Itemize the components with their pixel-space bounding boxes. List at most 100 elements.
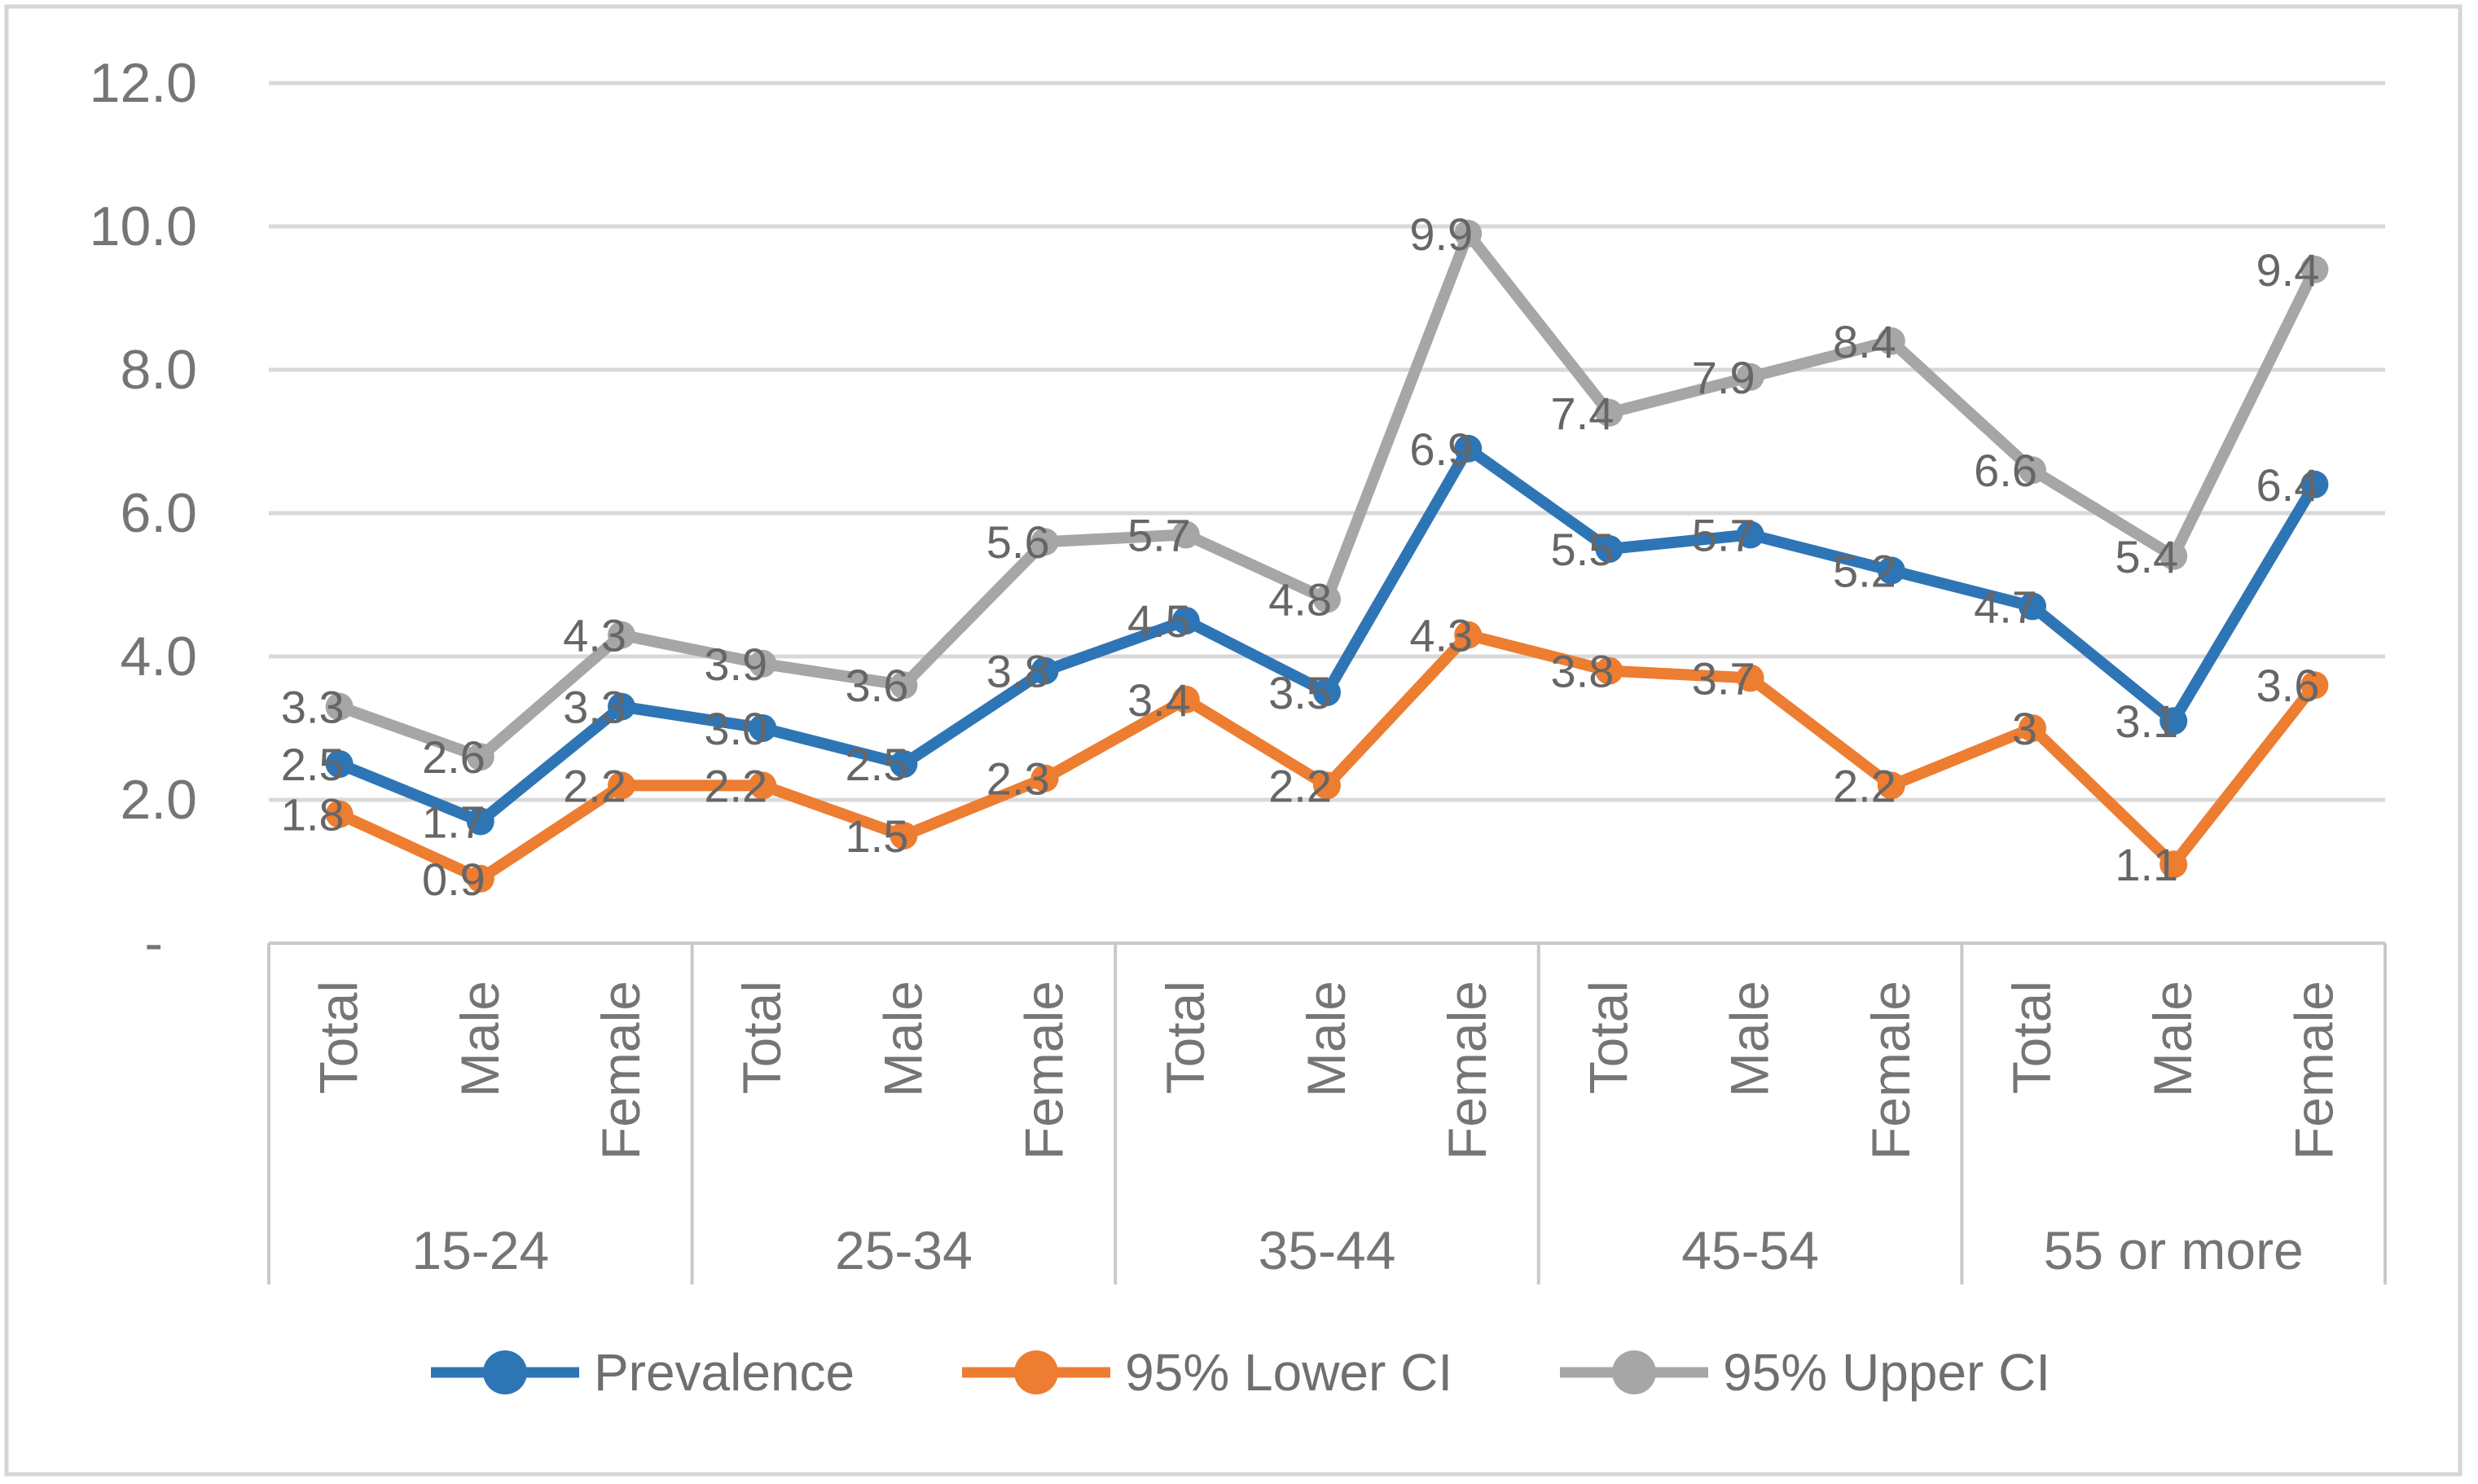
x-axis-category-label: Total — [732, 981, 792, 1094]
x-axis-category-label: Female — [1861, 981, 1921, 1160]
data-point-label: 7.9 — [1692, 352, 1755, 403]
data-point-label: 5.7 — [1127, 509, 1191, 560]
x-axis-group-label: 55 or more — [2044, 1220, 2304, 1280]
data-point-marker — [1171, 607, 1200, 634]
data-point-marker — [1595, 398, 1623, 427]
x-axis-category-label: Female — [1437, 981, 1497, 1160]
data-point-marker — [1313, 771, 1341, 800]
data-point-label: 1.5 — [846, 810, 909, 862]
data-point-label: 4.3 — [563, 610, 626, 661]
y-axis-tick-label: - — [144, 912, 163, 974]
data-point-label: 3.0 — [704, 703, 767, 754]
data-point-marker — [749, 649, 777, 678]
data-point-label: 9.9 — [1409, 209, 1473, 260]
data-point-label: 4.5 — [1127, 595, 1191, 647]
legend-label: 95% Upper CI — [1723, 1343, 2051, 1402]
x-axis-category-label: Female — [1014, 981, 1074, 1160]
x-axis-category-label: Male — [450, 981, 510, 1097]
data-point-marker — [1171, 520, 1200, 549]
data-point-label: 2.2 — [704, 760, 767, 811]
data-point-marker — [466, 807, 494, 836]
x-axis-category-label: Total — [1155, 981, 1215, 1094]
data-point-label: 0.9 — [422, 854, 485, 905]
data-point-marker — [1736, 362, 1764, 391]
y-axis-tick-label: 4.0 — [120, 626, 197, 687]
data-point-marker — [1877, 327, 1905, 355]
data-point-marker — [1736, 664, 1764, 692]
x-axis-category-label: Male — [872, 981, 933, 1097]
data-point-marker — [2159, 542, 2188, 570]
y-axis-tick-label: 12.0 — [90, 52, 197, 114]
legend-item-prevalence: Prevalence — [428, 1342, 855, 1403]
data-point-marker — [2159, 707, 2188, 735]
data-point-label: 3.1 — [2115, 696, 2178, 747]
data-point-marker — [890, 822, 918, 850]
data-point-label: 2.2 — [1833, 760, 1896, 811]
data-point-label: 4.7 — [1974, 581, 2037, 632]
data-point-marker — [1454, 621, 1483, 649]
data-point-marker — [2019, 714, 2046, 742]
x-axis-category-label: Male — [1296, 981, 1356, 1097]
data-point-label: 3.8 — [986, 646, 1050, 697]
y-axis-tick-label: 10.0 — [90, 195, 197, 257]
data-point-marker — [1877, 556, 1905, 585]
data-point-label: 3 — [2012, 703, 2037, 754]
data-point-marker — [466, 743, 494, 771]
legend-item-95-lower-ci: 95% Lower CI — [959, 1342, 1452, 1403]
data-point-label: 6.9 — [1409, 424, 1473, 475]
data-point-label: 3.6 — [846, 660, 909, 711]
data-point-marker — [1030, 764, 1059, 792]
data-point-label: 1.7 — [422, 796, 485, 847]
data-point-label: 8.4 — [1833, 316, 1896, 367]
data-point-marker — [1454, 219, 1483, 248]
x-axis-group-label: 15-24 — [411, 1220, 549, 1280]
data-point-marker — [1877, 771, 1905, 800]
data-point-marker — [608, 771, 635, 800]
data-point-label: 4.8 — [1268, 574, 1332, 626]
data-point-label: 1.1 — [2115, 839, 2178, 890]
x-axis-category-label: Male — [1720, 981, 1780, 1097]
data-point-label: 5.5 — [1551, 524, 1615, 575]
x-axis-category-label: Total — [309, 981, 369, 1094]
data-point-marker — [1595, 535, 1623, 563]
data-point-marker — [608, 621, 635, 649]
x-axis-group-label: 45-54 — [1681, 1220, 1819, 1280]
data-point-label: 3.9 — [704, 639, 767, 690]
data-point-marker — [325, 800, 354, 828]
data-point-label: 3.7 — [1692, 652, 1755, 704]
legend-marker-icon — [1560, 1350, 1709, 1394]
data-point-label: 9.4 — [2256, 244, 2320, 296]
data-point-label: 1.8 — [281, 789, 345, 841]
chart-legend: Prevalence 95% Lower CI 95% Upper CI — [0, 1342, 2478, 1403]
x-axis-group-label: 35-44 — [1259, 1220, 1396, 1280]
data-point-label: 2.2 — [563, 760, 626, 811]
data-point-marker — [1030, 528, 1059, 556]
data-point-marker — [325, 692, 354, 721]
legend-label: Prevalence — [593, 1343, 855, 1402]
x-axis-category-label: Total — [2001, 981, 2062, 1094]
data-point-marker — [2300, 255, 2329, 283]
data-point-label: 6.4 — [2256, 459, 2320, 511]
data-point-label: 5.2 — [1833, 545, 1896, 596]
data-point-marker — [749, 714, 777, 742]
data-point-marker — [890, 750, 918, 778]
data-point-marker — [2019, 592, 2046, 621]
data-point-marker — [2300, 470, 2329, 498]
data-point-marker — [1454, 434, 1483, 463]
data-point-marker — [1030, 656, 1059, 685]
legend-marker-icon — [430, 1350, 579, 1394]
data-point-label: 2.5 — [846, 739, 909, 790]
data-point-marker — [466, 864, 494, 893]
y-axis-tick-label: 8.0 — [120, 339, 197, 401]
data-point-marker — [1171, 685, 1200, 713]
data-point-marker — [2019, 456, 2046, 485]
data-point-marker — [2300, 671, 2329, 700]
data-point-marker — [1313, 585, 1341, 613]
data-point-label: 2.3 — [986, 753, 1050, 805]
legend-item-95-upper-ci: 95% Upper CI — [1557, 1342, 2050, 1403]
data-point-label: 3.3 — [281, 682, 345, 733]
data-point-label: 3.5 — [1268, 667, 1332, 718]
data-point-label: 3.6 — [2256, 660, 2320, 711]
